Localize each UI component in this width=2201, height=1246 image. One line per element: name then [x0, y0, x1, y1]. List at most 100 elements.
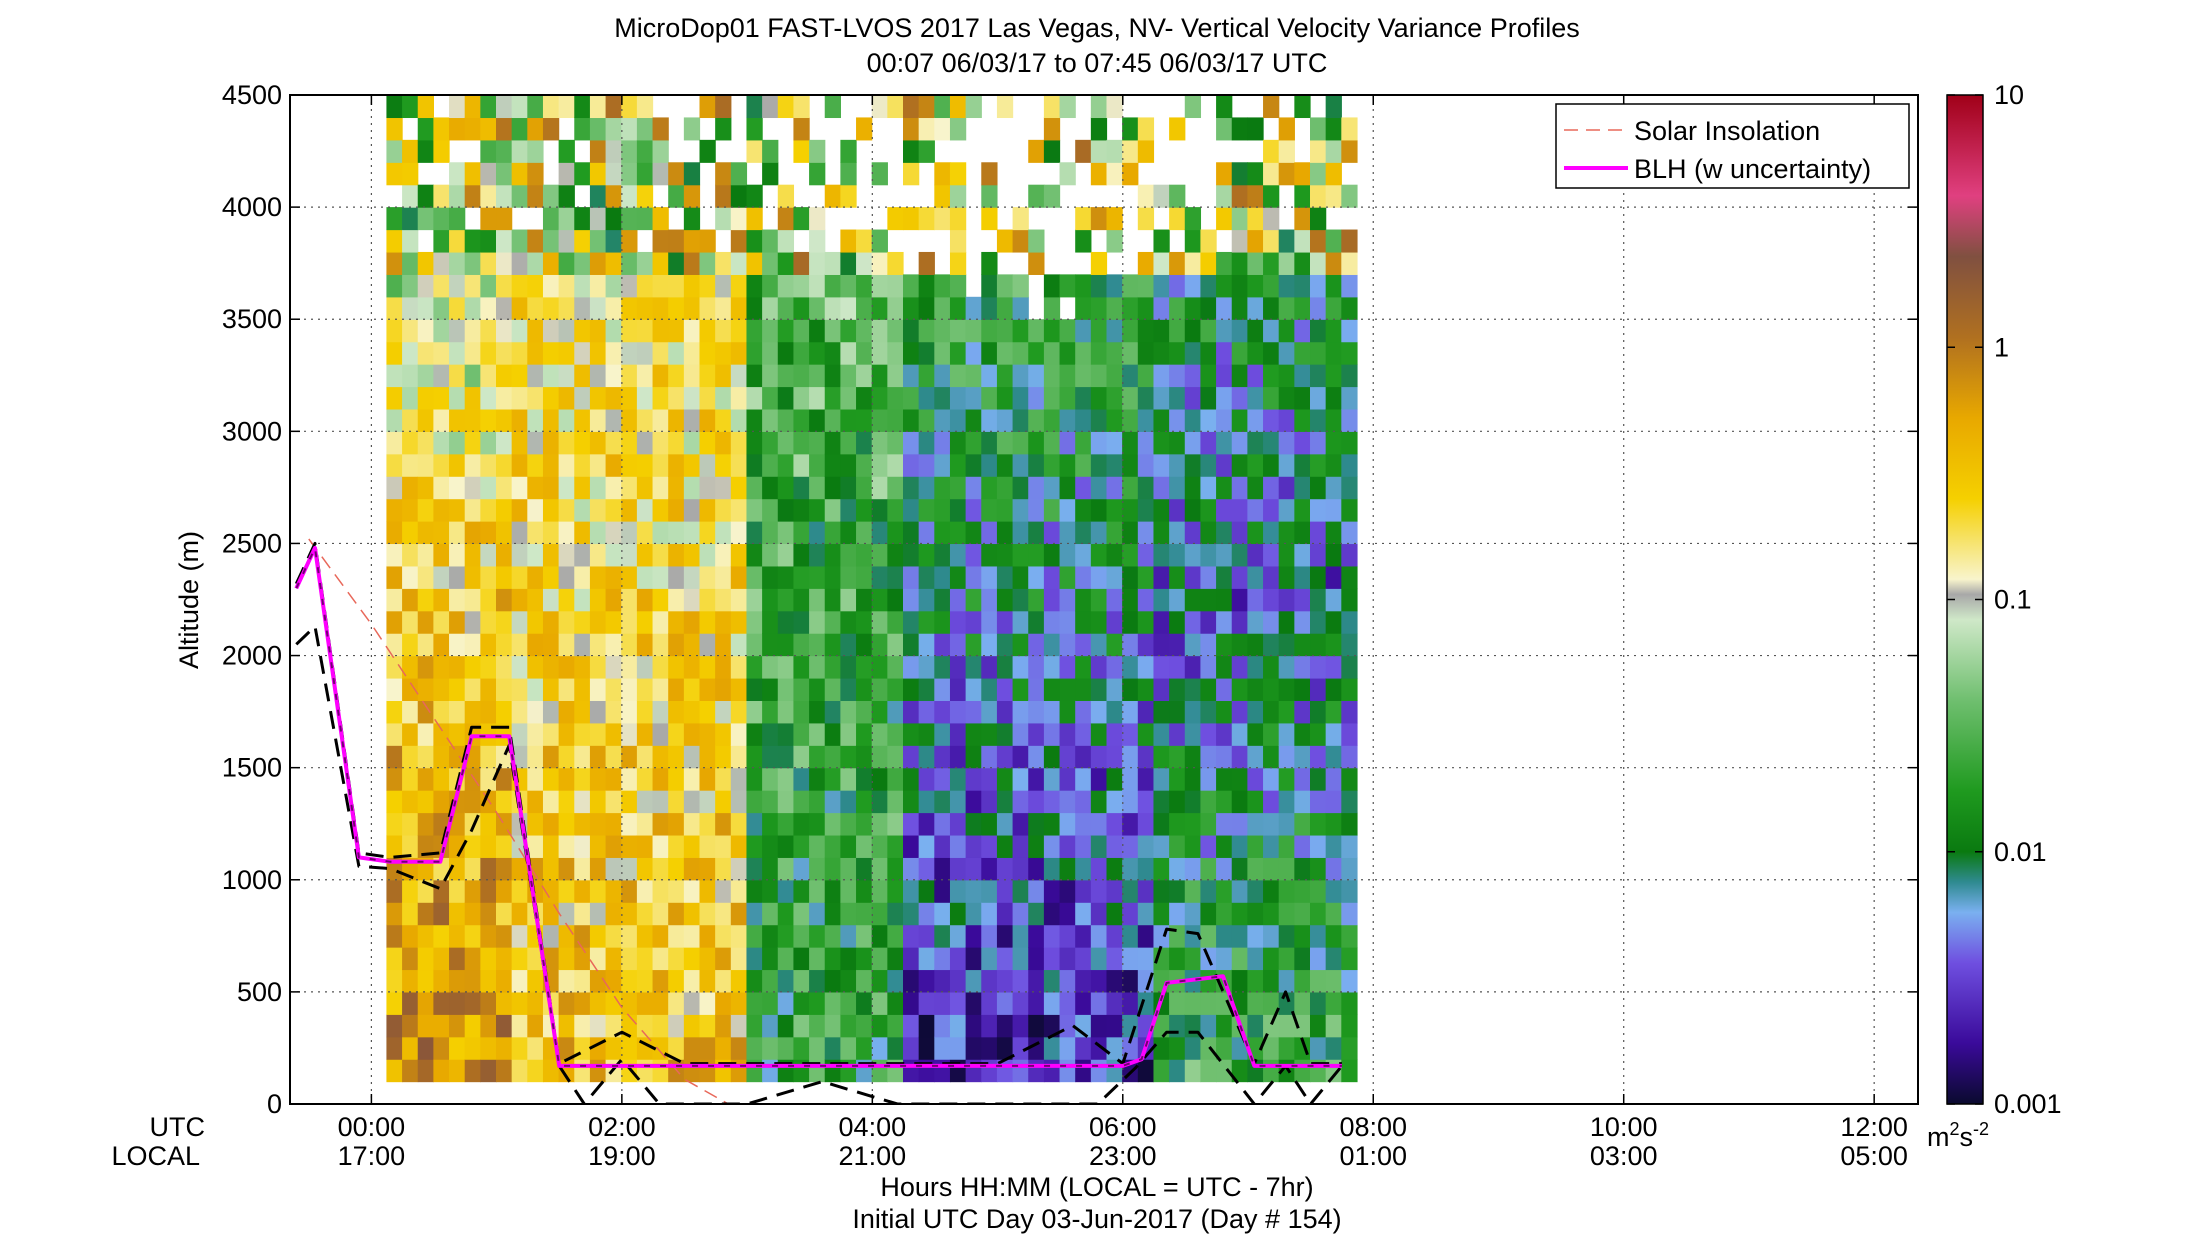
heatmap-cell [1122, 633, 1139, 657]
heatmap-cell [480, 655, 497, 679]
heatmap-cell [730, 969, 748, 993]
heatmap-cell [589, 229, 607, 253]
heatmap-cell [887, 767, 904, 791]
heatmap-cell [417, 139, 434, 163]
heatmap-cell [1310, 521, 1327, 545]
heatmap-cell [1122, 610, 1139, 634]
heatmap-cell [934, 565, 951, 589]
heatmap-cell [1090, 790, 1108, 814]
heatmap-cell [1075, 1059, 1092, 1083]
heatmap-cell [386, 229, 403, 253]
heatmap-cell [699, 139, 716, 163]
heatmap-cell [1184, 588, 1202, 612]
x-tick-label-local: 01:00 [1339, 1141, 1407, 1171]
heatmap-cell [762, 408, 779, 432]
heatmap-cell [856, 296, 873, 320]
heatmap-cell [1247, 588, 1264, 612]
heatmap-cell [386, 812, 403, 836]
heatmap-cell [1106, 498, 1123, 522]
heatmap-cell [449, 498, 466, 522]
heatmap-cell [699, 991, 716, 1015]
heatmap-cell [1325, 274, 1342, 298]
heatmap-cell [464, 588, 481, 612]
heatmap-cell [965, 543, 982, 567]
heatmap-cell [1075, 319, 1092, 343]
heatmap-cell [449, 162, 466, 186]
heatmap-cell [871, 857, 888, 881]
heatmap-cell [480, 386, 497, 410]
heatmap-cell [1184, 386, 1202, 410]
heatmap-cell [574, 498, 591, 522]
heatmap-cell [1012, 521, 1029, 545]
heatmap-cell [715, 947, 732, 971]
heatmap-cell [871, 521, 888, 545]
heatmap-cell [574, 588, 591, 612]
heatmap-cell [621, 296, 638, 320]
heatmap-cell [1294, 790, 1311, 814]
heatmap-cell [809, 879, 826, 903]
heatmap-cell [1169, 857, 1186, 881]
heatmap-cell [558, 319, 575, 343]
heatmap-cell [871, 790, 888, 814]
heatmap-cell [981, 386, 998, 410]
heatmap-cell [1122, 476, 1139, 500]
heatmap-cell [1106, 543, 1123, 567]
heatmap-cell [1231, 588, 1248, 612]
heatmap-cell [1231, 364, 1248, 388]
heatmap-cell [1263, 633, 1280, 657]
heatmap-cell [417, 677, 434, 701]
heatmap-cell [887, 476, 904, 500]
heatmap-cell [777, 296, 795, 320]
heatmap-cell [1325, 588, 1342, 612]
heatmap-cell [824, 184, 841, 208]
colorbar-unit-m: m [1927, 1122, 1950, 1152]
heatmap-cell [777, 834, 795, 858]
heatmap-cell [589, 498, 607, 522]
heatmap-cell [542, 498, 560, 522]
heatmap-cell [574, 1014, 591, 1038]
heatmap-cell [417, 655, 434, 679]
heatmap-cell [480, 767, 497, 791]
heatmap-cell [1247, 453, 1264, 477]
heatmap-cell [762, 969, 779, 993]
heatmap-cell [981, 902, 998, 926]
heatmap-cell [1012, 879, 1029, 903]
heatmap-cell [903, 364, 920, 388]
heatmap-cell [1325, 229, 1342, 253]
heatmap-cell [1043, 117, 1061, 141]
heatmap-cell [1341, 251, 1358, 275]
heatmap-cell [1325, 700, 1342, 724]
heatmap-cell [1200, 745, 1217, 769]
heatmap-cell [1184, 790, 1202, 814]
heatmap-cell [777, 790, 795, 814]
heatmap-cell [934, 633, 951, 657]
heatmap-cell [636, 1014, 654, 1038]
heatmap-cell [605, 162, 622, 186]
heatmap-cell [746, 319, 763, 343]
heatmap-cell [1184, 341, 1202, 365]
heatmap-cell [496, 700, 513, 724]
heatmap-cell [1278, 969, 1295, 993]
heatmap-cell [636, 319, 654, 343]
heatmap-cell [1263, 251, 1280, 275]
heatmap-cell [511, 610, 528, 634]
x-axis-label: Hours HH:MM (LOCAL = UTC - 7hr) [880, 1172, 1313, 1202]
heatmap-cell [574, 700, 591, 724]
heatmap-cell [699, 767, 716, 791]
heatmap-cell [668, 834, 685, 858]
heatmap-cell [417, 543, 434, 567]
heatmap-cell [1012, 453, 1029, 477]
heatmap-cell [762, 722, 779, 746]
heatmap-cell [1341, 610, 1358, 634]
heatmap-cell [1122, 453, 1139, 477]
heatmap-cell [668, 386, 685, 410]
heatmap-cell [386, 521, 403, 545]
heatmap-cell [558, 95, 575, 119]
heatmap-cell [903, 139, 920, 163]
heatmap-cell [793, 341, 810, 365]
heatmap-cell [1184, 655, 1202, 679]
heatmap-cell [1169, 1059, 1186, 1083]
heatmap-cell [652, 139, 669, 163]
heatmap-cell [511, 633, 528, 657]
heatmap-cell [605, 1014, 622, 1038]
